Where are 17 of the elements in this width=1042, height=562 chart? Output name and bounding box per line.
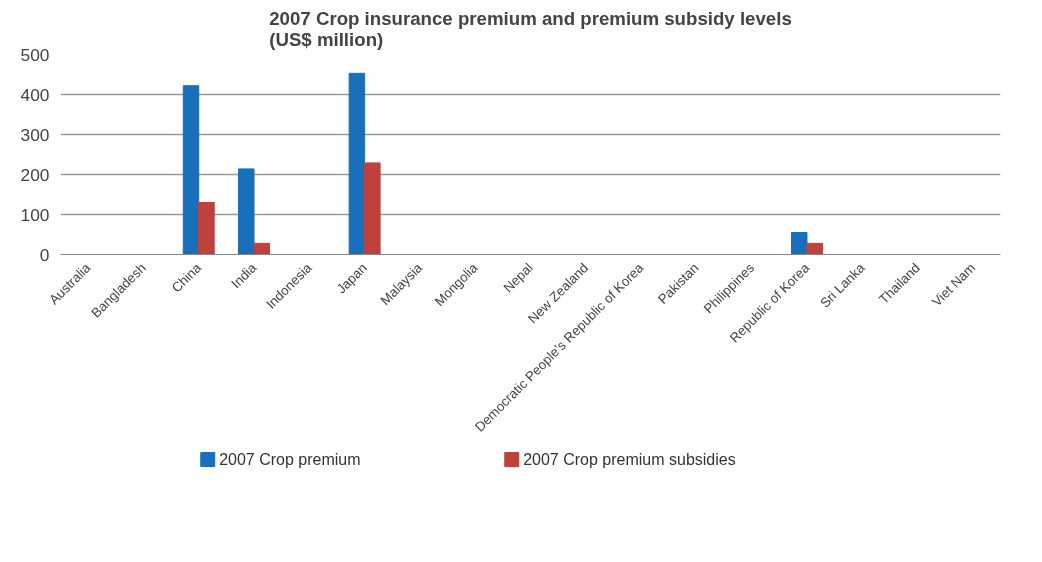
bar xyxy=(182,85,200,255)
bar xyxy=(806,242,823,255)
y-tick-label: 200 xyxy=(20,164,50,185)
bar xyxy=(198,202,215,255)
legend-label: 2007 Crop premium subsidies xyxy=(523,451,736,468)
y-tick-label: 400 xyxy=(20,84,50,105)
y-tick-label: 300 xyxy=(20,124,50,145)
chart-title: 2007 Crop insurance premium and premium subsidy levels (US$ million) xyxy=(269,7,792,50)
bar xyxy=(238,168,255,255)
bar xyxy=(364,162,381,255)
legend-label: 2007 Crop premium xyxy=(219,451,361,468)
y-tick-label: 100 xyxy=(20,204,50,225)
bar xyxy=(253,242,271,255)
bar xyxy=(348,72,366,255)
y-tick-label: 0 xyxy=(39,244,50,265)
bar xyxy=(790,232,808,255)
y-tick-label: 500 xyxy=(20,44,50,65)
